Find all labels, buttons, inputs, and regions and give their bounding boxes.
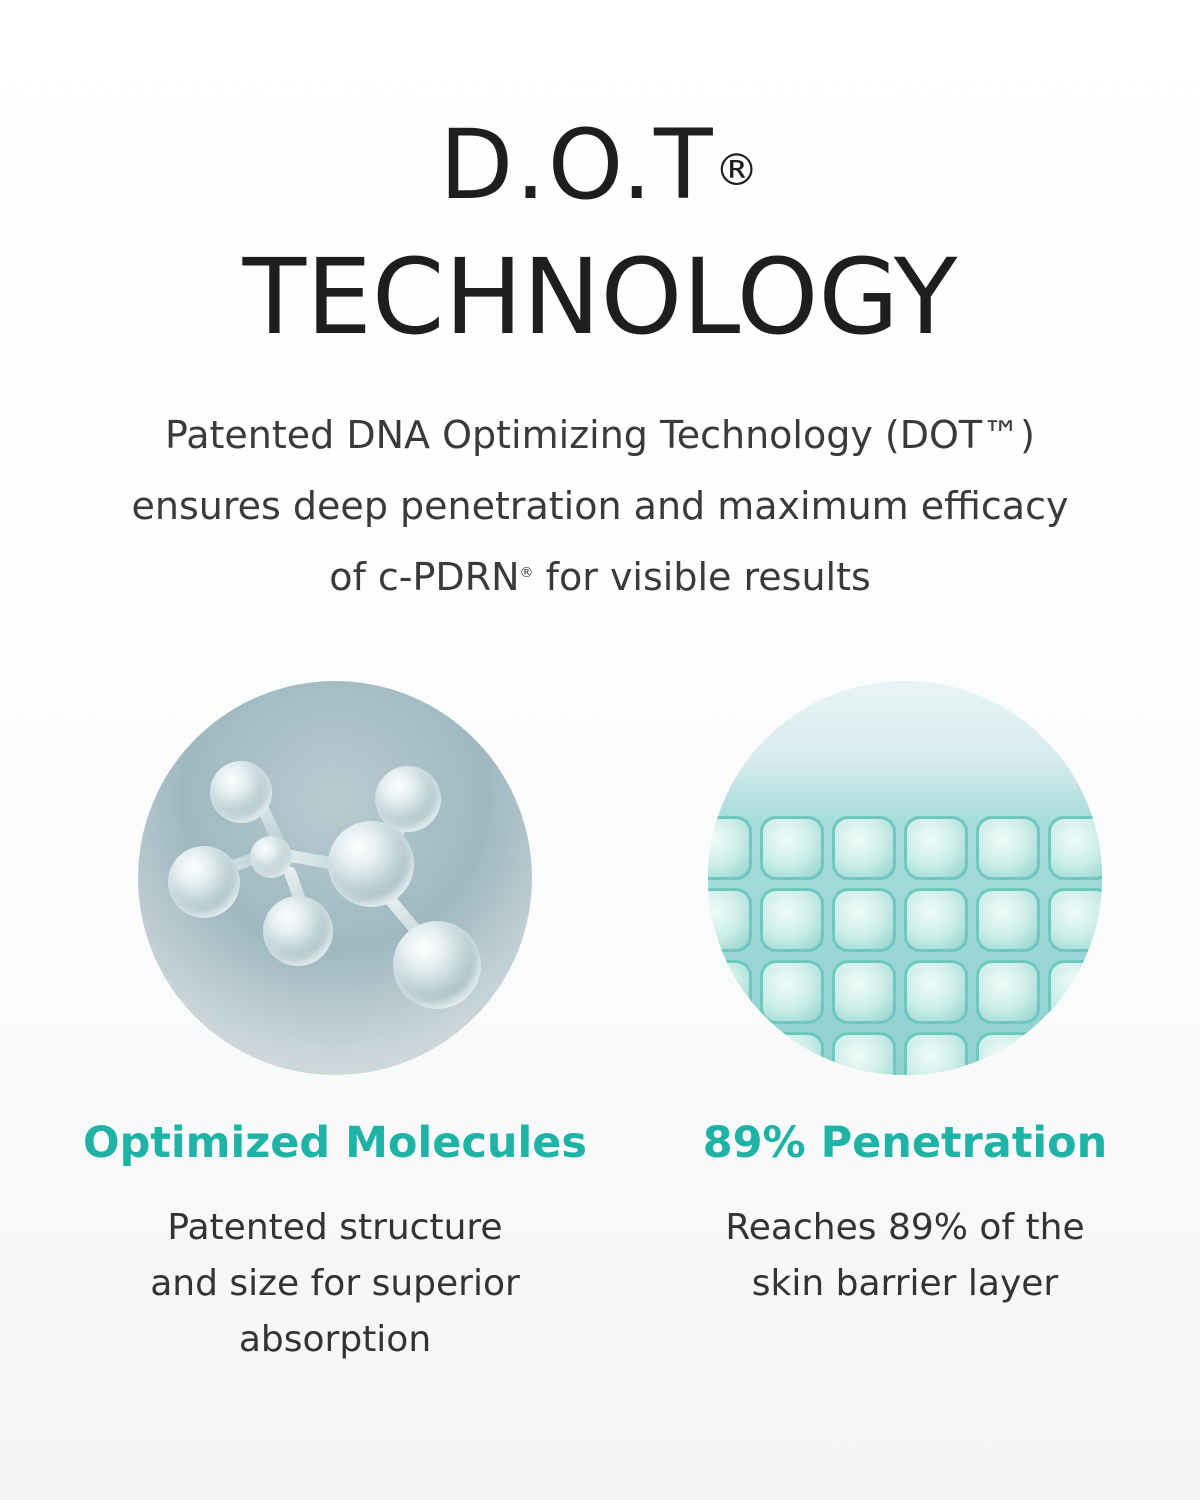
- title-line-2: TECHNOLOGY: [242, 236, 958, 358]
- feature-title-penetration: 89% Penetration: [702, 1118, 1108, 1168]
- title-text: D.O.T: [439, 109, 715, 221]
- feature-line: and size for superior: [150, 1263, 520, 1304]
- description-line: Patented DNA Optimizing Technology (DOT™…: [165, 413, 1035, 457]
- title-line-1: D.O.T®: [0, 105, 1200, 225]
- feature-title-molecules: Optimized Molecules: [83, 1118, 587, 1168]
- skin-cell-grid-image: [708, 681, 1102, 1075]
- text: for visible results: [533, 555, 871, 599]
- feature-line: Patented structure: [167, 1207, 503, 1248]
- feature-body-molecules: Patented structure and size for superior…: [35, 1200, 635, 1368]
- registered-mark: ®: [714, 145, 761, 196]
- registered-mark: ®: [519, 565, 534, 581]
- text: of c-PDRN: [329, 555, 520, 599]
- description-line: of c-PDRN® for visible results: [0, 542, 1200, 613]
- description-line: ensures deep penetration and maximum eff…: [131, 484, 1069, 528]
- feature-line: Reaches 89% of the: [725, 1207, 1085, 1248]
- feature-line: skin barrier layer: [751, 1263, 1059, 1304]
- feature-body-penetration: Reaches 89% of the skin barrier layer: [605, 1200, 1200, 1312]
- description: Patented DNA Optimizing Technology (DOT™…: [0, 400, 1200, 613]
- feature-line: absorption: [238, 1319, 432, 1360]
- molecule-image: [138, 681, 532, 1075]
